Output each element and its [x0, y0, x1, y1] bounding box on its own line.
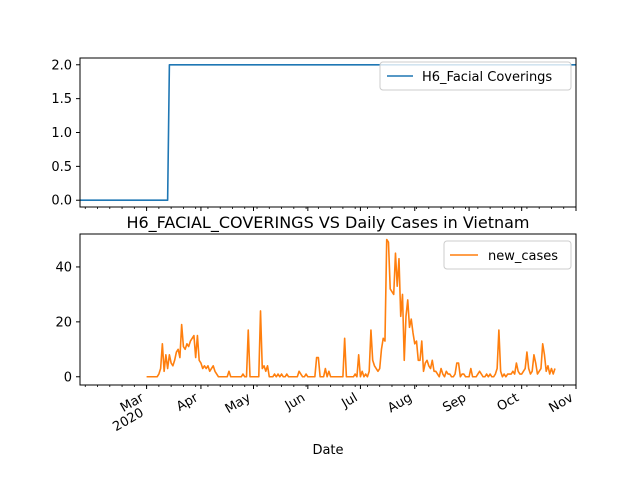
y-tick-label: 1.5: [51, 92, 72, 107]
y-tick-label: 20: [55, 315, 72, 330]
top-y-axis: 0.0 0.5 1.0 1.5 2.0: [51, 58, 80, 209]
y-tick-label: 40: [55, 260, 72, 275]
legend-box: [443, 240, 572, 270]
legend-label: H6_Facial Coverings: [422, 70, 552, 85]
series-line-0: [80, 63, 576, 202]
y-tick-label: 0.0: [51, 194, 72, 209]
x-tick-label: Jun: [282, 390, 308, 414]
x-axis-label: Date: [312, 443, 343, 458]
top-plot-area: [80, 63, 576, 202]
x-tick-label: Sep: [440, 390, 469, 415]
x-tick-label: Jul: [338, 390, 360, 411]
bottom-axes-frame: [79, 233, 577, 386]
top-chart-panel: 0.0 0.5 1.0 1.5 2.0 H6_Facial Coverings: [51, 57, 577, 211]
y-tick-label: 0.5: [51, 160, 72, 175]
top-x-axis: [84, 207, 577, 211]
chart-title: H6_FACIAL_COVERINGS VS Daily Cases in Vi…: [126, 213, 529, 233]
y-tick-label: 2.0: [51, 58, 72, 73]
series-line-0: [146, 238, 556, 378]
x-tick-label: Oct: [495, 390, 522, 414]
x-tick-label: Aug: [385, 390, 414, 416]
x-tick-label: May: [223, 390, 254, 417]
y-tick-label: 1.0: [51, 126, 72, 141]
x-tick-label: Nov: [547, 390, 577, 416]
top-legend: H6_Facial Coverings: [379, 61, 572, 91]
legend-box: [379, 61, 572, 91]
top-axes-frame: [79, 57, 577, 208]
x-tick-label: Apr: [174, 390, 202, 415]
y-tick-label: 0: [64, 370, 72, 385]
legend-label: new_cases: [488, 249, 558, 264]
bottom-y-axis: 0 20 40: [55, 260, 80, 385]
bottom-legend: new_cases: [443, 240, 572, 270]
bottom-plot-area: [146, 238, 556, 378]
